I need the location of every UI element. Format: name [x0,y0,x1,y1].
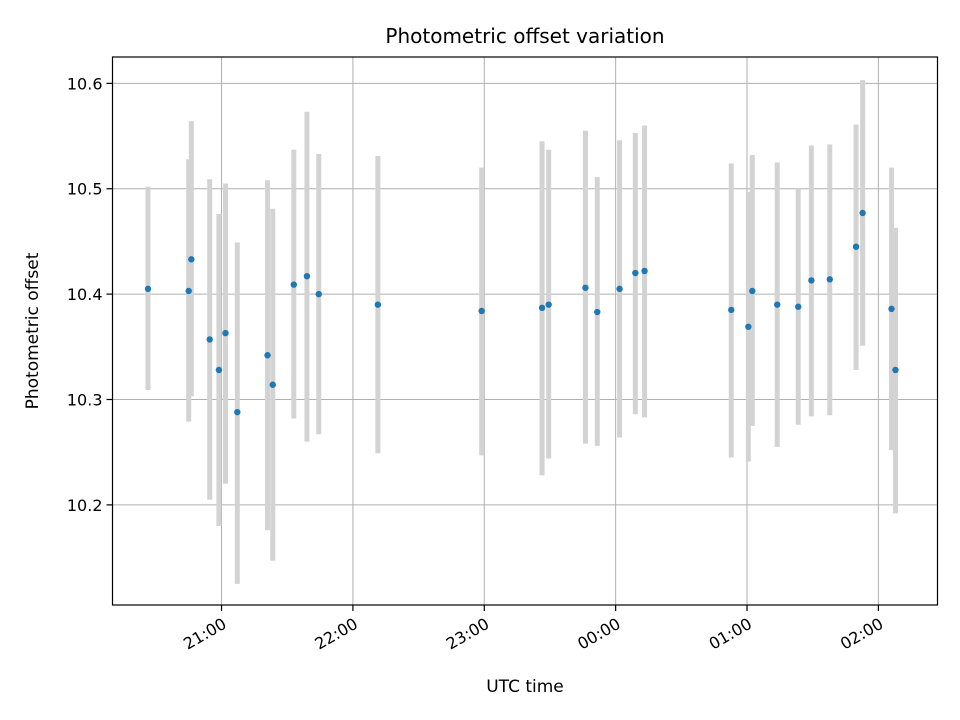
data-point [188,256,195,263]
data-point [303,273,311,280]
data-point [774,301,781,308]
x-axis: 21:00 22:00 23:00 00:00 01:00 02:00 [180,605,886,654]
data-point [641,267,648,275]
x-tick-label: 00:00 [574,614,623,654]
data-point [745,323,752,330]
error-bars [145,80,898,584]
data-point [234,408,241,416]
data-point [545,301,552,308]
data-point [582,284,589,291]
data-point [795,303,802,310]
data-point [264,352,271,359]
data-points [144,209,899,416]
plot-area-frame [111,56,939,606]
y-tick-label: 10.2 [67,496,103,515]
x-tick-label: 01:00 [706,614,755,654]
y-axis-label: Photometric offset [23,252,43,409]
y-tick-label: 10.6 [67,74,103,93]
data-point [185,287,192,295]
x-tick-label: 23:00 [443,614,492,654]
data-point [269,381,276,388]
data-point [852,243,860,250]
data-point [215,366,223,374]
data-point [808,277,815,284]
data-point [888,305,895,313]
data-point [859,209,866,217]
data-point [892,366,899,374]
data-point [478,307,485,315]
y-tick-label: 10.3 [67,391,103,410]
data-point [144,285,152,293]
y-tick-label: 10.4 [67,285,103,304]
data-point [749,287,756,295]
data-point [826,276,833,283]
y-tick-label: 10.5 [67,180,103,199]
data-point [594,308,601,316]
x-tick-label: 21:00 [180,614,229,654]
data-point [632,269,639,277]
data-point [374,301,382,308]
data-point [538,304,546,312]
data-point [206,336,213,343]
data-point [728,306,735,314]
data-point [222,329,229,337]
x-tick-label: 22:00 [311,614,360,654]
chart-title: Photometric offset variation [385,24,664,48]
data-point [315,290,322,298]
x-tick-label: 02:00 [837,614,886,654]
data-point [616,285,623,293]
data-point [290,281,297,288]
y-axis: 10.2 10.3 10.4 10.5 10.6 [67,74,113,515]
x-axis-label: UTC time [486,677,564,697]
